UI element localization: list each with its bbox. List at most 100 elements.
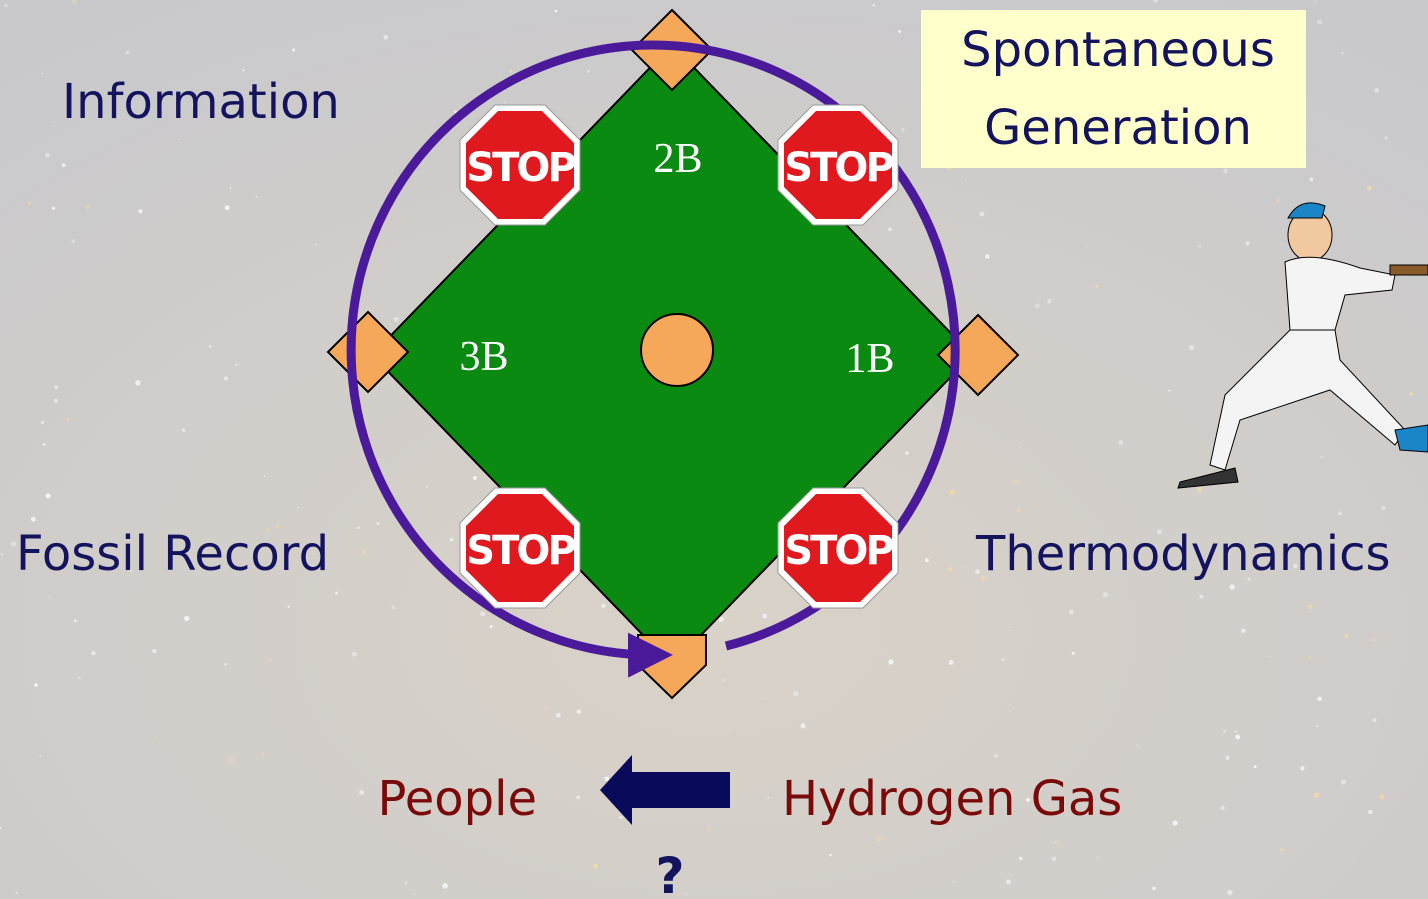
star bbox=[264, 476, 266, 478]
star bbox=[909, 828, 910, 829]
star bbox=[1019, 447, 1020, 448]
star bbox=[209, 345, 212, 348]
star bbox=[1134, 788, 1136, 790]
star bbox=[925, 558, 929, 562]
star bbox=[1052, 856, 1057, 861]
star bbox=[1276, 198, 1281, 203]
star bbox=[1096, 857, 1098, 859]
star bbox=[601, 603, 606, 608]
star bbox=[1374, 88, 1379, 93]
star bbox=[383, 35, 388, 40]
star bbox=[1300, 766, 1304, 770]
star bbox=[1235, 735, 1240, 740]
star bbox=[1010, 710, 1011, 711]
star bbox=[74, 619, 77, 622]
star bbox=[1368, 810, 1373, 815]
star bbox=[1385, 136, 1388, 139]
star bbox=[224, 663, 227, 666]
star bbox=[1317, 697, 1322, 702]
star bbox=[152, 649, 156, 653]
base-label: 1B bbox=[845, 336, 894, 382]
star bbox=[1338, 511, 1342, 515]
star bbox=[473, 476, 477, 480]
star bbox=[1226, 756, 1230, 760]
star bbox=[793, 691, 798, 696]
star bbox=[891, 679, 892, 680]
star bbox=[1372, 718, 1376, 722]
star bbox=[965, 180, 966, 181]
star bbox=[1118, 440, 1123, 445]
star bbox=[587, 70, 590, 73]
star bbox=[1381, 506, 1385, 510]
stop-sign: STOP bbox=[778, 105, 898, 225]
star bbox=[722, 679, 725, 682]
stop-sign: STOP bbox=[460, 488, 580, 608]
stop-text: STOP bbox=[466, 528, 575, 574]
star bbox=[1055, 841, 1057, 843]
star bbox=[1199, 245, 1202, 248]
star bbox=[34, 683, 38, 687]
label: Fossil Record bbox=[16, 526, 329, 582]
star bbox=[1308, 605, 1312, 609]
stop-text: STOP bbox=[784, 145, 893, 191]
star bbox=[359, 790, 364, 795]
label: Hydrogen Gas bbox=[782, 771, 1122, 827]
star bbox=[179, 139, 180, 140]
star bbox=[54, 385, 58, 389]
star bbox=[619, 816, 622, 819]
star bbox=[45, 153, 50, 158]
star bbox=[953, 881, 955, 883]
star bbox=[510, 70, 513, 73]
star bbox=[46, 493, 51, 498]
star bbox=[362, 550, 366, 554]
star bbox=[269, 659, 272, 662]
star bbox=[377, 522, 380, 525]
star bbox=[49, 597, 50, 598]
label: Generation bbox=[984, 100, 1252, 156]
star bbox=[728, 731, 730, 733]
star bbox=[352, 652, 357, 657]
label: Spontaneous bbox=[961, 22, 1275, 78]
star bbox=[593, 864, 598, 869]
star bbox=[762, 697, 764, 699]
star bbox=[901, 128, 904, 131]
star bbox=[877, 836, 882, 841]
star bbox=[256, 196, 258, 198]
star bbox=[1017, 508, 1021, 512]
star bbox=[686, 893, 688, 895]
star bbox=[230, 187, 232, 189]
star bbox=[1316, 725, 1318, 727]
star bbox=[91, 651, 95, 655]
star bbox=[554, 10, 557, 13]
star bbox=[1341, 779, 1346, 784]
label: Thermodynamics bbox=[975, 526, 1391, 582]
star bbox=[905, 451, 909, 455]
star bbox=[556, 713, 561, 718]
star bbox=[949, 660, 954, 665]
star bbox=[1019, 857, 1023, 861]
star bbox=[43, 443, 46, 446]
star bbox=[85, 205, 90, 210]
star bbox=[442, 883, 448, 889]
star bbox=[52, 207, 55, 210]
star bbox=[242, 69, 244, 71]
star bbox=[964, 567, 966, 569]
page: Diagram html, body { margin: 0; padding:… bbox=[0, 0, 1428, 899]
label: Information bbox=[62, 74, 340, 130]
star bbox=[135, 380, 140, 385]
star bbox=[1281, 848, 1284, 851]
star bbox=[52, 121, 54, 123]
star bbox=[1103, 592, 1108, 597]
star bbox=[40, 755, 42, 757]
star bbox=[1010, 627, 1011, 628]
star bbox=[225, 205, 230, 210]
star bbox=[1410, 392, 1413, 395]
star bbox=[1254, 765, 1257, 768]
star bbox=[298, 507, 299, 508]
star bbox=[898, 30, 901, 33]
star bbox=[315, 244, 317, 246]
slide: 2B 3B 1B STOP STOP STOP STOP Information… bbox=[0, 0, 1428, 899]
star bbox=[1229, 584, 1234, 589]
star bbox=[1235, 730, 1237, 732]
body: {"labels": {"information": "Information"… bbox=[0, 0, 1428, 899]
